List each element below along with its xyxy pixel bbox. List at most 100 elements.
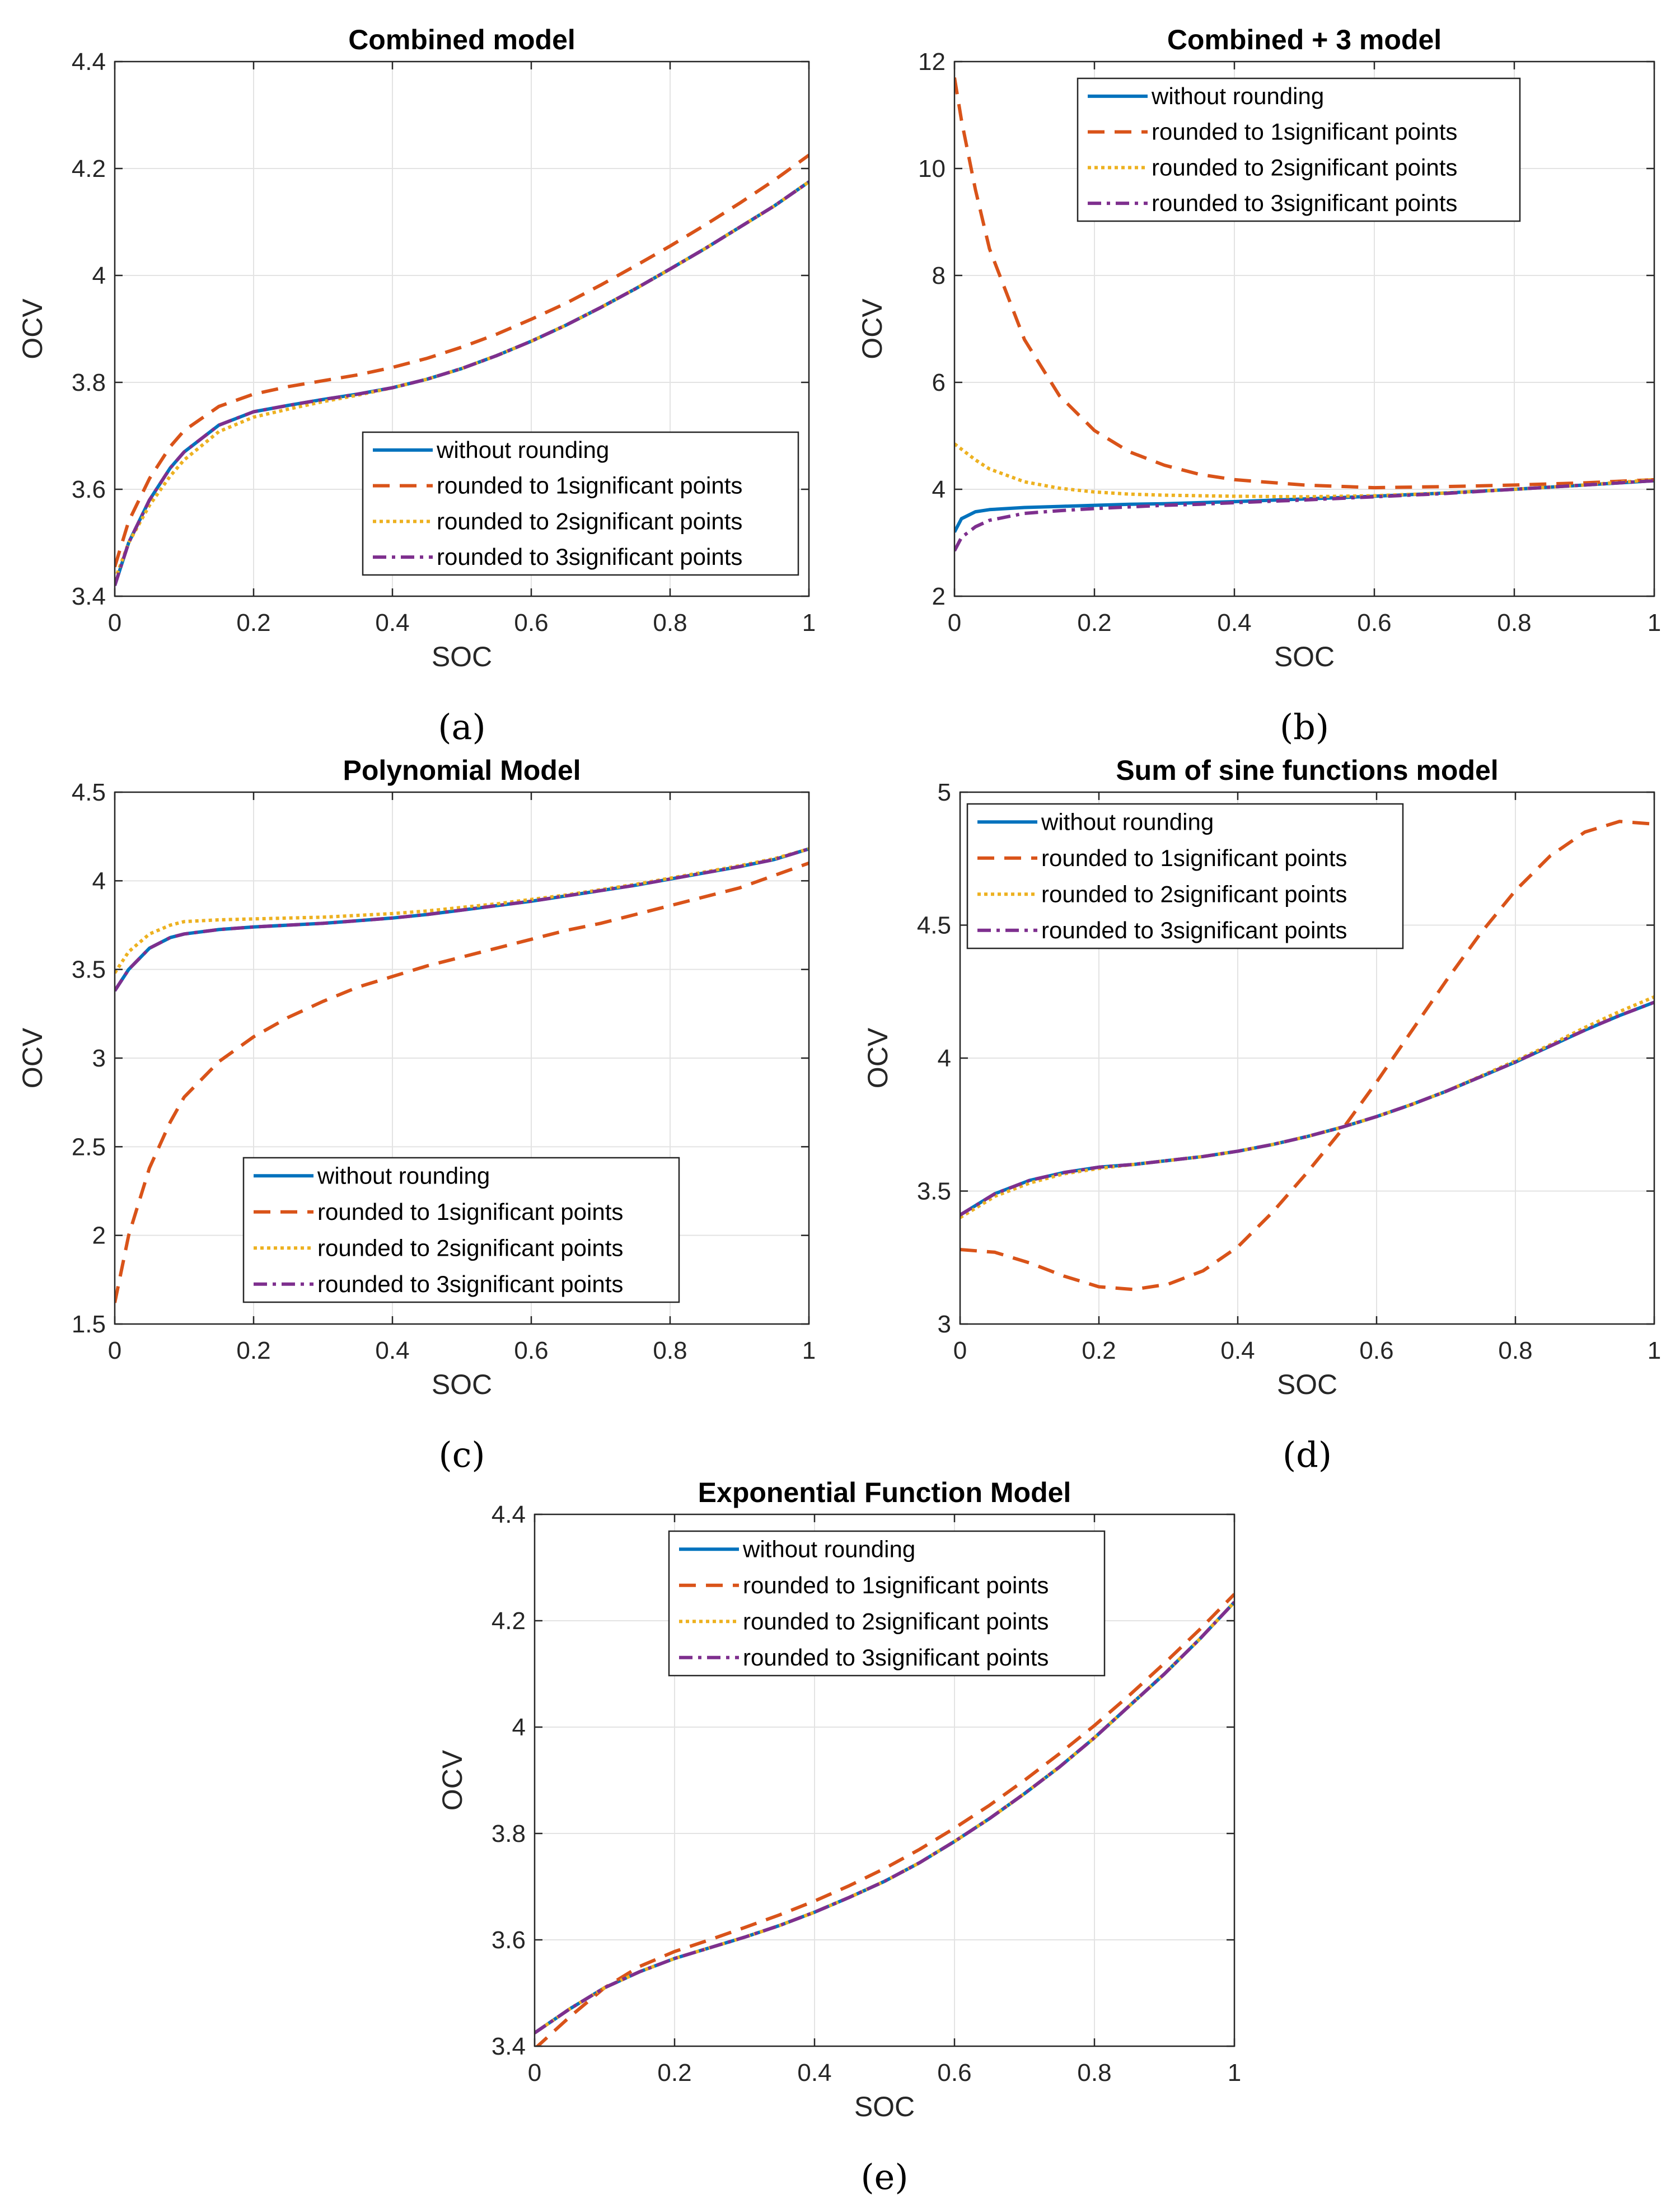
- legend-box: [668, 1530, 1106, 1677]
- series-line-1: [960, 1000, 1654, 1217]
- y-tick-label: 2: [92, 1222, 106, 1250]
- x-tick-label: 0: [953, 1337, 967, 1364]
- chart-title: Polynomial Model: [343, 755, 581, 786]
- axes-box: [534, 1513, 1236, 2047]
- x-tick-label: 0.4: [375, 1337, 409, 1364]
- x-tick-label: 0.4: [797, 2059, 831, 2087]
- x-tick-label: 1: [1648, 609, 1661, 637]
- x-tick-label: 1: [802, 1337, 816, 1364]
- y-tick-label: 3.8: [492, 1820, 526, 1847]
- y-tick-label: 6: [932, 369, 946, 396]
- x-tick-label: 0.2: [236, 1337, 270, 1364]
- legend-entry-3: rounded to 2significant points: [1152, 154, 1457, 180]
- axes-box: [114, 60, 810, 597]
- series-group: [115, 847, 809, 1303]
- legend-box: [242, 1157, 680, 1303]
- x-tick-label: 0.2: [236, 609, 270, 637]
- legend-entry-4: rounded to 3significant points: [743, 1644, 1049, 1671]
- chart-title: Combined + 3 model: [1167, 24, 1442, 55]
- series-line-4: [535, 1601, 1234, 2034]
- legend-entry-4: rounded to 3significant points: [437, 544, 742, 570]
- x-axis-label: SOC: [854, 2091, 915, 2122]
- legend-entry-2: rounded to 1significant points: [743, 1572, 1049, 1598]
- x-tick-label: 0.6: [1359, 1337, 1393, 1364]
- series-line-4: [115, 180, 809, 586]
- x-tick-label: 0.2: [1077, 609, 1111, 637]
- x-tick-label: 0.6: [937, 2059, 971, 2087]
- y-tick-label: 10: [918, 155, 946, 183]
- y-tick-label: 4: [92, 867, 106, 895]
- x-tick-label: 0: [948, 609, 961, 637]
- series-group: [954, 77, 1654, 552]
- y-tick-label: 12: [918, 48, 946, 76]
- y-tick-label: 3: [92, 1045, 106, 1072]
- panel-label: (e): [860, 2156, 908, 2197]
- series-line-4: [115, 847, 809, 992]
- legend-entry-3: rounded to 2significant points: [743, 1608, 1049, 1634]
- x-tick-label: 1: [802, 609, 816, 637]
- y-tick-label: 3.8: [72, 369, 106, 396]
- series-line-3: [954, 442, 1654, 499]
- chart-panel-4: 0 0.2 0.4 0.6 0.8 1 3 3.5 4 4.5 5 Sum of sine funct…: [862, 755, 1661, 1475]
- y-tick-label: 4: [932, 476, 946, 503]
- series-line-4: [954, 479, 1654, 552]
- legend-entry-1: without rounding: [742, 1536, 915, 1562]
- x-tick-label: 0.2: [1082, 1337, 1116, 1364]
- legend-entry-2: rounded to 1significant points: [1152, 119, 1457, 145]
- series-line-3: [960, 995, 1654, 1219]
- series-group: [115, 153, 809, 586]
- legend-entry-4: rounded to 3significant points: [1152, 190, 1457, 216]
- y-tick-label: 3.5: [72, 956, 106, 984]
- x-axis-label: SOC: [432, 1369, 492, 1400]
- chart-title: Sum of sine functions model: [1116, 755, 1498, 786]
- legend-entry-2: rounded to 1significant points: [437, 473, 742, 499]
- legend-entry-1: without rounding: [1151, 83, 1324, 109]
- legend: without rounding rounded to 1significant …: [1077, 77, 1521, 222]
- y-tick-label: 2.5: [72, 1133, 106, 1161]
- legend-entry-4: rounded to 3significant points: [1041, 917, 1347, 943]
- y-tick-label: 3.6: [72, 476, 106, 503]
- y-axis-label: OCV: [857, 298, 888, 359]
- x-tick-label: 0: [108, 609, 121, 637]
- x-tick-label: 0.4: [375, 609, 409, 637]
- chart-title: Combined model: [348, 24, 575, 55]
- legend-entry-4: rounded to 3significant points: [317, 1271, 623, 1297]
- y-tick-label: 1.5: [72, 1311, 106, 1338]
- legend-entry-2: rounded to 1significant points: [317, 1199, 623, 1225]
- legend-entry-1: without rounding: [436, 437, 609, 463]
- chart-title: Exponential Function Model: [698, 1477, 1071, 1508]
- y-tick-label: 4: [512, 1714, 526, 1741]
- y-tick-label: 5: [938, 779, 951, 806]
- x-tick-label: 0.6: [514, 1337, 548, 1364]
- x-tick-label: 0.2: [657, 2059, 691, 2087]
- legend-box: [1077, 77, 1521, 222]
- x-tick-label: 0.8: [1497, 609, 1531, 637]
- y-tick-label: 4.5: [917, 912, 951, 939]
- chart-panel-5: 0 0.2 0.4 0.6 0.8 1 3.4 3.6 3.8 4 4.2 4.4 Exponentia…: [437, 1477, 1241, 2197]
- x-axis-label: SOC: [1274, 641, 1335, 672]
- legend-box: [362, 431, 799, 576]
- y-tick-label: 4.5: [72, 779, 106, 806]
- y-tick-label: 8: [932, 262, 946, 289]
- legend: without rounding rounded to 1significant …: [966, 803, 1404, 949]
- legend: without rounding rounded to 1significant …: [362, 431, 799, 576]
- legend: without rounding rounded to 1significant …: [242, 1157, 680, 1303]
- x-tick-label: 0.8: [1077, 2059, 1111, 2087]
- axes-box: [953, 60, 1655, 597]
- y-tick-label: 3: [938, 1311, 951, 1338]
- x-tick-label: 0: [108, 1337, 121, 1364]
- y-tick-label: 4: [938, 1045, 951, 1072]
- chart-panel-3: 0 0.2 0.4 0.6 0.8 1 1.5 2 2.5 3 3.5 4 4.5 Polynomial …: [17, 755, 816, 1475]
- x-tick-label: 0.6: [514, 609, 548, 637]
- panel-label: (d): [1283, 1434, 1332, 1475]
- x-tick-label: 0: [528, 2059, 541, 2087]
- x-axis-label: SOC: [432, 641, 492, 672]
- y-tick-label: 4.2: [492, 1607, 526, 1635]
- y-tick-label: 4.4: [492, 1501, 526, 1528]
- panel-label: (a): [438, 707, 485, 747]
- y-axis-label: OCV: [17, 1027, 48, 1088]
- series-line-3: [115, 180, 809, 581]
- legend-box: [966, 803, 1404, 949]
